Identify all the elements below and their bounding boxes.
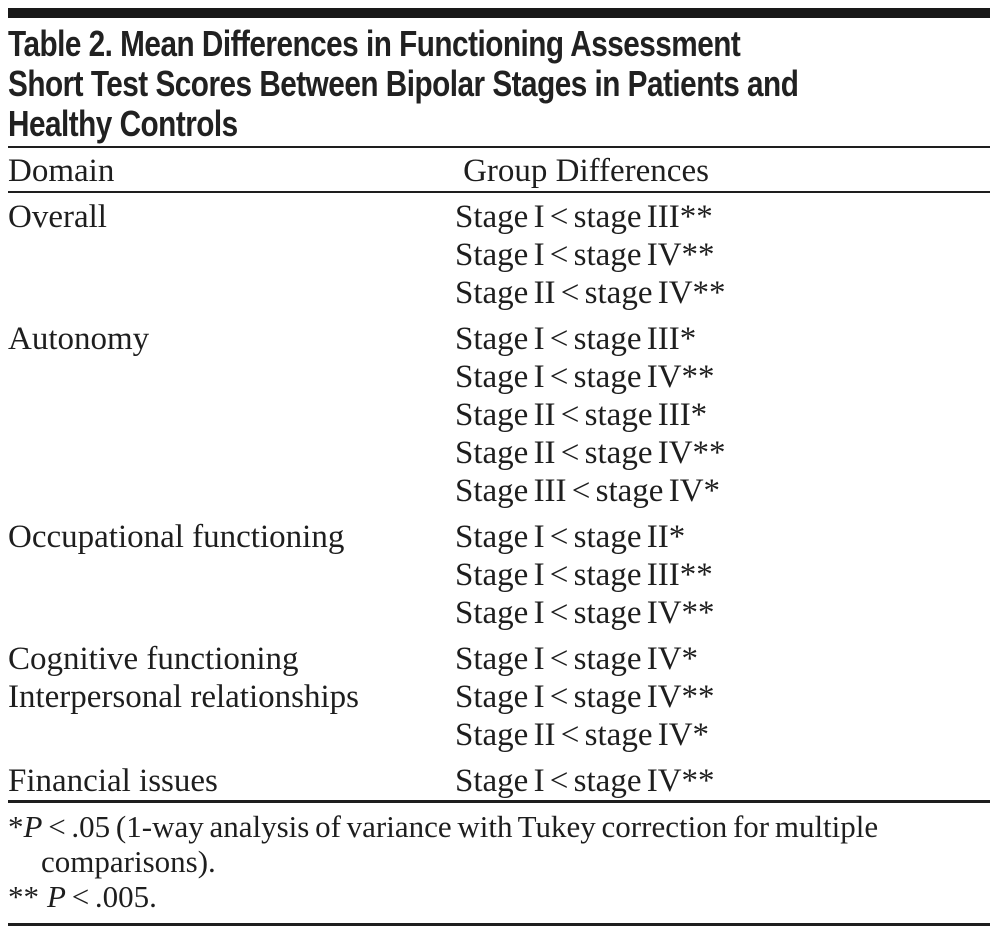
domain-cell: Financial issues xyxy=(8,763,218,799)
comparison-line: Stage II < stage III* xyxy=(455,397,708,433)
table-row: Occupational functioning Stage I < stage… xyxy=(8,518,990,632)
comparison-line: Stage I < stage II* xyxy=(455,519,686,555)
comparison-line: Stage I < stage III** xyxy=(455,199,713,235)
table-header-row: Domain Group Differences xyxy=(8,148,990,191)
header-spacer xyxy=(717,154,990,188)
comparison-line: Stage II < stage IV* xyxy=(455,717,710,753)
column-header-domain: Domain xyxy=(8,153,115,189)
table-title-line: Short Test Scores Between Bipolar Stages… xyxy=(8,63,799,104)
table-top-rule xyxy=(8,8,990,18)
comparison-line: Stage I < stage III** xyxy=(455,557,713,593)
domain-cell: Occupational functioning xyxy=(8,519,345,555)
footnote-marker: ** xyxy=(8,879,39,914)
column-header-group-differences: Group Differences xyxy=(463,153,709,189)
comparison-line: Stage I < stage IV** xyxy=(455,763,715,799)
footnote-text: < .005. xyxy=(65,879,157,914)
table-row: Interpersonal relationships Stage I < st… xyxy=(8,678,990,754)
comparison-line: Stage II < stage IV** xyxy=(455,275,726,311)
table-body: Overall Stage I < stage III** Stage I < … xyxy=(8,193,990,800)
footnote-line: ** P < .005. xyxy=(8,879,990,914)
header-divider xyxy=(8,191,990,193)
footnote-line: *P < .05 (1-way analysis of variance wit… xyxy=(8,809,990,844)
p-symbol: P xyxy=(47,879,66,914)
footnote-continuation: comparisons). xyxy=(41,844,216,879)
comparisons-cell: Stage I < stage III* Stage I < stage IV*… xyxy=(455,320,990,510)
footnotes: *P < .05 (1-way analysis of variance wit… xyxy=(8,803,990,923)
domain-cell: Autonomy xyxy=(8,321,150,357)
table-title-line: Healthy Controls xyxy=(8,103,238,144)
comparison-line: Stage II < stage IV** xyxy=(455,435,726,471)
comparison-line: Stage I < stage IV** xyxy=(455,595,715,631)
comparison-line: Stage I < stage IV** xyxy=(455,237,715,273)
table-row: Financial issues Stage I < stage IV** xyxy=(8,762,990,800)
comparison-line: Stage I < stage IV** xyxy=(455,359,715,395)
comparison-line: Stage I < stage IV* xyxy=(455,641,699,677)
table-title: Table 2. Mean Differences in Functioning… xyxy=(8,24,998,144)
comparisons-cell: Stage I < stage IV** xyxy=(455,762,990,800)
table-row: Cognitive functioning Stage I < stage IV… xyxy=(8,640,990,678)
comparison-line: Stage III < stage IV* xyxy=(455,473,721,509)
comparisons-cell: Stage I < stage IV* xyxy=(455,640,990,678)
title-divider xyxy=(8,146,990,148)
comparison-line: Stage I < stage IV** xyxy=(455,679,715,715)
footnote-text: < .05 (1-way analysis of variance with T… xyxy=(42,809,879,844)
table-row: Autonomy Stage I < stage III* Stage I < … xyxy=(8,320,990,510)
domain-cell: Cognitive functioning xyxy=(8,641,299,677)
table-title-line: Table 2. Mean Differences in Functioning… xyxy=(8,23,741,64)
body-footnote-divider xyxy=(8,800,990,803)
comparisons-cell: Stage I < stage III** Stage I < stage IV… xyxy=(455,198,990,312)
comparison-line: Stage I < stage III* xyxy=(455,321,697,357)
comparisons-cell: Stage I < stage II* Stage I < stage III*… xyxy=(455,518,990,632)
domain-cell: Overall xyxy=(8,199,107,235)
table-row: Overall Stage I < stage III** Stage I < … xyxy=(8,198,990,312)
comparisons-cell: Stage I < stage IV** Stage II < stage IV… xyxy=(455,678,990,754)
table-bottom-rule xyxy=(8,923,990,926)
p-symbol: P xyxy=(23,809,43,844)
footnote-marker: * xyxy=(8,809,24,844)
domain-cell: Interpersonal relationships xyxy=(8,679,359,715)
